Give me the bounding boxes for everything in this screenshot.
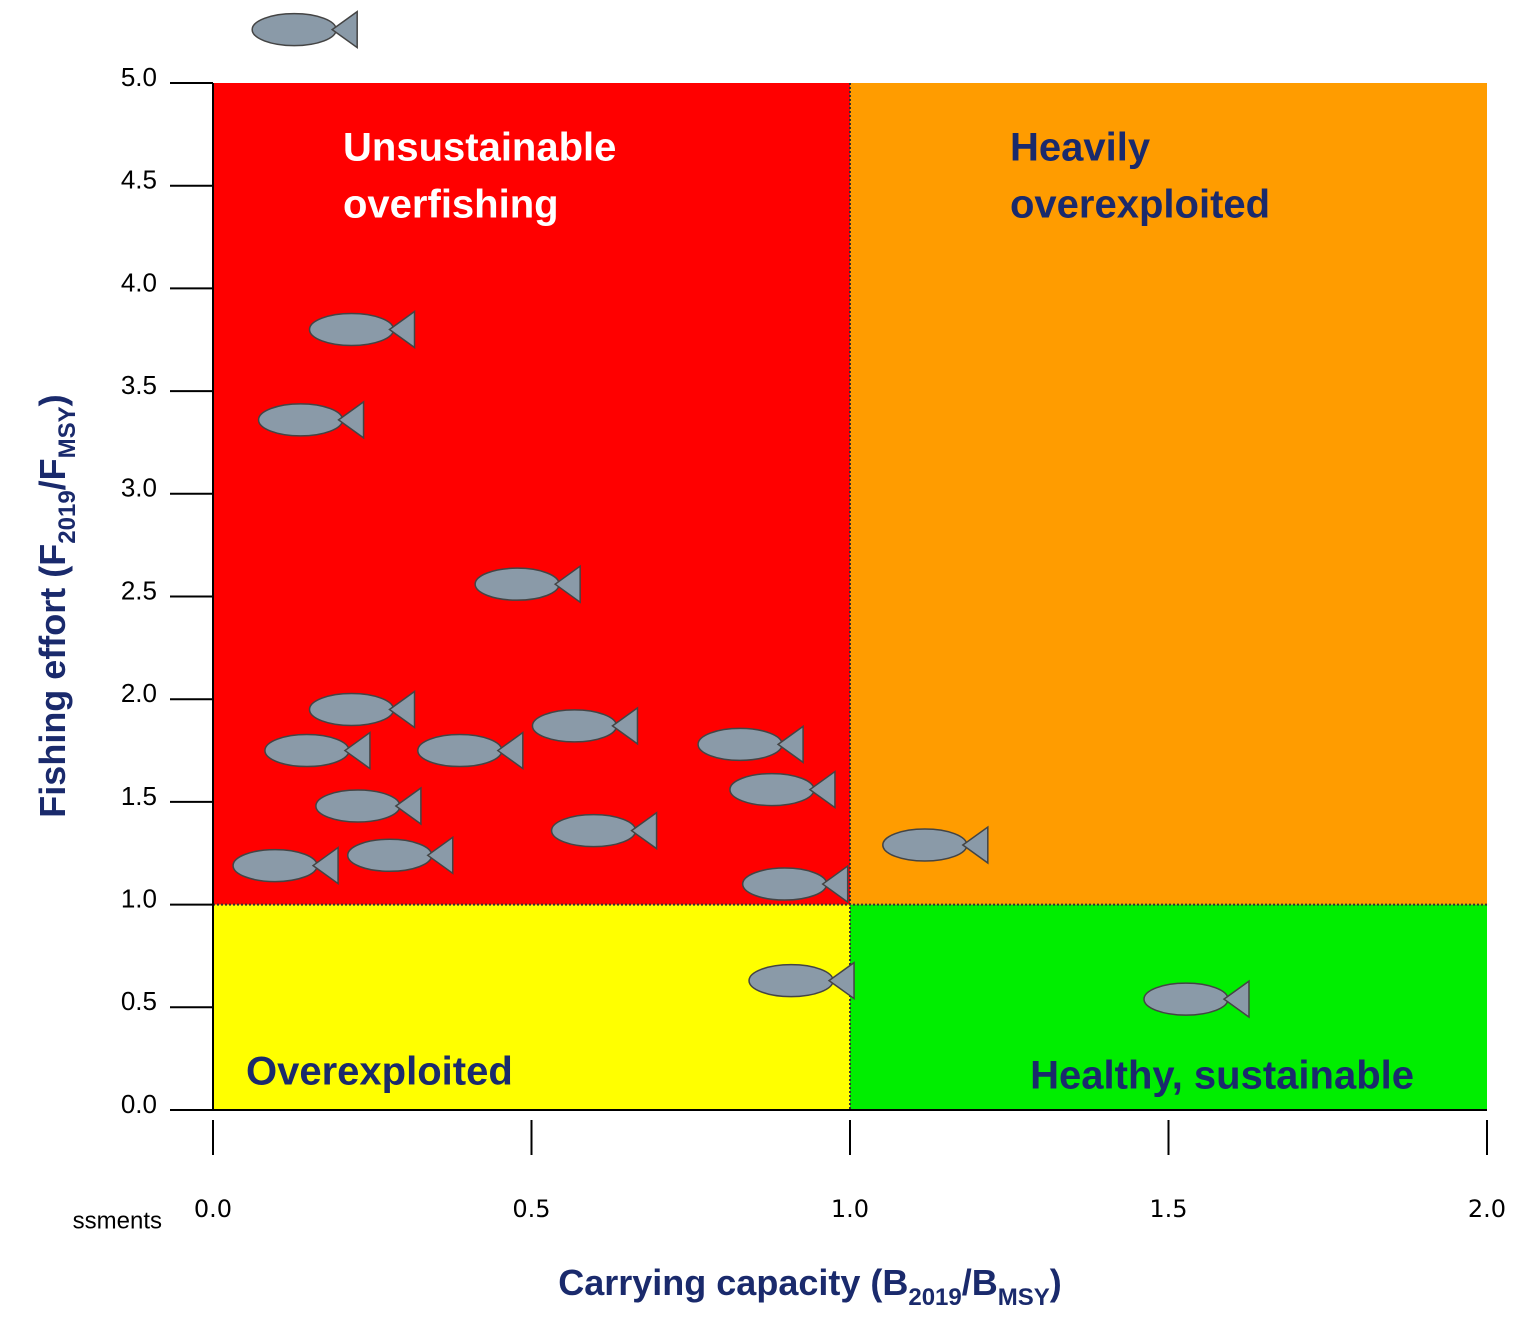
fish-body — [729, 772, 815, 807]
fish-tail — [821, 864, 849, 904]
label-part: MSY — [998, 1284, 1050, 1311]
y-tick-label: 0.0 — [121, 1089, 157, 1119]
label-part: Carrying capacity (B — [558, 1262, 908, 1303]
y-tick-label: 4.0 — [121, 267, 157, 297]
fish-tail — [496, 731, 524, 771]
fish-body — [1143, 982, 1229, 1016]
y-tick-label: 3.5 — [121, 370, 157, 400]
fish-marker — [417, 731, 524, 771]
fish-marker — [741, 864, 849, 904]
label-part: ) — [32, 394, 73, 406]
fish-tail — [343, 731, 371, 771]
label-part: Fishing effort (F — [32, 544, 73, 818]
fish-body — [264, 733, 350, 768]
fish-tail — [961, 825, 989, 865]
fish-marker — [729, 770, 836, 810]
x-label: Carrying capacity (B2019/BMSY) — [558, 1262, 1062, 1311]
region-label: Overexploited — [246, 1050, 513, 1094]
fish-tail — [611, 706, 639, 746]
label-part: /F — [32, 458, 73, 490]
fish-body — [748, 963, 834, 998]
fish-marker — [748, 961, 855, 1001]
y-tick-label: 1.0 — [121, 883, 157, 913]
y-label: Fishing effort (F2019/FMSY) — [32, 394, 81, 817]
fish-marker — [308, 310, 416, 349]
fish-body — [417, 733, 503, 768]
fish-marker — [257, 400, 365, 440]
fish-body — [308, 692, 395, 727]
fish-body — [550, 813, 637, 848]
fish-body — [697, 727, 783, 762]
region — [213, 904, 850, 1110]
fish-marker — [474, 564, 581, 604]
cropped-text: ssments — [73, 1207, 162, 1234]
fish-body — [531, 709, 618, 743]
fish-body — [474, 567, 560, 601]
fish-tail — [394, 786, 422, 826]
fish-body — [251, 12, 337, 47]
label-part: 2019 — [54, 490, 81, 543]
y-tick-label: 1.5 — [121, 781, 157, 811]
fish-body — [232, 848, 318, 883]
fish-body — [315, 789, 401, 823]
x-tick-label: 1.0 — [831, 1195, 869, 1223]
y-tick-label: 0.5 — [121, 986, 157, 1016]
y-tick-label: 2.0 — [121, 678, 157, 708]
y-tick-label: 3.0 — [121, 473, 157, 503]
fish-marker — [697, 724, 804, 764]
fish-body — [882, 828, 968, 862]
fish-tail — [808, 770, 836, 810]
x-tick-label: 0.5 — [512, 1195, 550, 1223]
fish-tail — [1222, 979, 1250, 1019]
region-label: Unsustainable — [343, 126, 616, 170]
fish-marker — [882, 825, 989, 865]
fish-tail — [311, 846, 339, 886]
fish-tail — [553, 564, 581, 604]
x-tick-label: 2.0 — [1468, 1195, 1506, 1223]
fish-marker — [232, 846, 339, 886]
y-tick-label: 4.5 — [121, 165, 157, 195]
region — [213, 83, 850, 905]
fish-marker — [315, 786, 422, 826]
region-label: overexploited — [1010, 183, 1270, 227]
region — [850, 83, 1487, 905]
label-part: /B — [962, 1262, 998, 1303]
y-tick-label: 2.5 — [121, 575, 157, 605]
fish-body — [741, 867, 828, 901]
fish-body — [308, 312, 395, 347]
region-label: Healthy, sustainable — [1030, 1054, 1414, 1098]
fish-tail — [630, 811, 658, 851]
fish-marker — [531, 706, 639, 746]
fish-tail — [388, 310, 416, 349]
y-tick-label: 5.0 — [121, 62, 157, 92]
x-tick-label: 1.5 — [1149, 1195, 1187, 1223]
x-tick-label: 0.0 — [194, 1195, 232, 1223]
region-label: Heavily — [1010, 126, 1151, 170]
fish-tail — [776, 724, 804, 764]
label-part: MSY — [54, 406, 81, 458]
label-part: ) — [1050, 1262, 1062, 1303]
label-part: 2019 — [908, 1284, 961, 1311]
fish-body — [257, 403, 344, 437]
fish-marker — [308, 690, 416, 729]
fish-marker — [251, 10, 358, 50]
region-label: overfishing — [343, 183, 559, 227]
fish-marker — [550, 811, 658, 851]
fish-body — [346, 838, 433, 873]
fish-tail — [388, 690, 416, 729]
fish-tail — [330, 10, 358, 50]
fish-tail — [827, 961, 855, 1001]
fish-marker — [1143, 979, 1250, 1019]
fish-tail — [337, 400, 365, 440]
fish-marker — [346, 835, 454, 875]
fish-tail — [426, 835, 454, 875]
fish-marker — [264, 731, 371, 771]
